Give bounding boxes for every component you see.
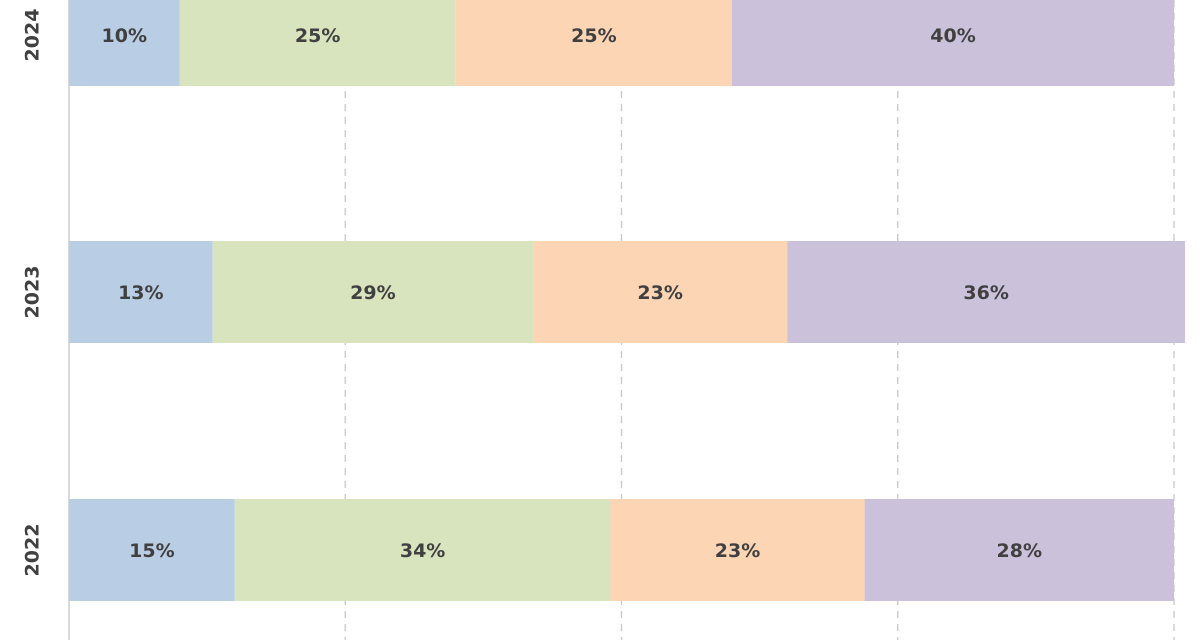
category-label-2023: 2023 — [22, 266, 44, 319]
bar-segment-2023-3 — [533, 241, 788, 343]
data-label-2024-1: 10% — [102, 25, 147, 47]
data-label-2022-4: 28% — [997, 540, 1042, 562]
data-label-2022-3: 23% — [715, 540, 760, 562]
bar-segment-2023-2 — [212, 241, 534, 343]
category-label-2024: 2024 — [22, 9, 44, 62]
bar-segment-2023-4 — [787, 241, 1186, 343]
bars: 10% 25% 25% 40% 13% 29% 23% 36% 15% 34% 23% 28% — [69, 0, 1186, 601]
bar-segment-2022-1 — [69, 499, 235, 601]
data-label-2022-2: 34% — [400, 540, 445, 562]
bar-segment-2024-2 — [179, 0, 456, 86]
data-label-2023-1: 13% — [118, 282, 163, 304]
category-labels: 2024 2023 2022 — [22, 9, 44, 577]
category-label-2022: 2022 — [22, 524, 44, 577]
data-label-2024-2: 25% — [295, 25, 340, 47]
data-label-2023-4: 36% — [963, 282, 1008, 304]
bar-segment-2022-3 — [610, 499, 865, 601]
bar-segment-2024-3 — [455, 0, 732, 86]
bar-segment-2023-1 — [69, 241, 213, 343]
bar-segment-2024-1 — [69, 0, 180, 86]
data-label-2023-2: 29% — [350, 282, 395, 304]
bar-segment-2022-4 — [864, 499, 1174, 601]
bar-segment-2022-2 — [234, 499, 611, 601]
data-label-2023-3: 23% — [637, 282, 682, 304]
data-label-2024-3: 25% — [571, 25, 616, 47]
data-label-2024-4: 40% — [930, 25, 975, 47]
data-label-2022-1: 15% — [129, 540, 174, 562]
bar-segment-2024-4 — [732, 0, 1174, 86]
